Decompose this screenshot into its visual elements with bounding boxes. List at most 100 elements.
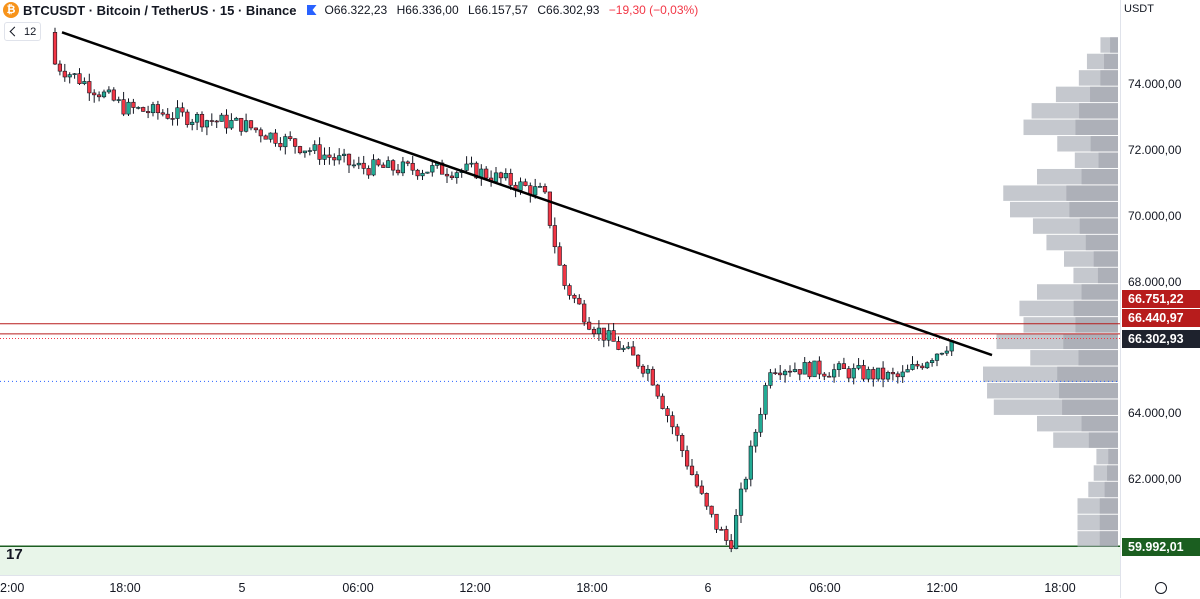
candle-up <box>307 150 312 152</box>
candle-up <box>493 172 499 182</box>
candle-up <box>268 132 273 140</box>
candle-up <box>229 120 234 129</box>
candle-down <box>655 384 660 397</box>
candle-up <box>244 120 249 132</box>
candle-up <box>738 488 744 516</box>
volume-profile-bar-dark <box>1104 53 1118 70</box>
candlestick-chart[interactable] <box>0 0 1120 575</box>
volume-profile-bar-dark <box>1069 201 1118 218</box>
flag-icon[interactable] <box>306 5 317 15</box>
volume-profile-bar-dark <box>1079 218 1118 234</box>
candle-up <box>596 327 601 335</box>
candle-down <box>689 465 695 475</box>
candle-down <box>827 375 832 378</box>
candle-down <box>684 450 690 467</box>
candle-up <box>748 445 753 480</box>
candle-up <box>939 352 944 355</box>
candle-up <box>351 164 357 167</box>
candle-down <box>709 505 714 515</box>
candle-up <box>72 73 77 75</box>
time-tick: 12:00 <box>926 581 958 595</box>
candle-down <box>97 94 102 98</box>
candle-down <box>699 485 704 494</box>
time-axis[interactable]: 2:00 18:00 5 06:00 12:00 18:00 6 06:00 12:00 18:0… <box>0 575 1120 599</box>
candle-down <box>635 354 641 367</box>
candle-down <box>155 104 161 114</box>
candle-down <box>586 321 592 330</box>
candle-down <box>562 264 567 286</box>
volume-profile-bar-dark <box>1075 119 1118 136</box>
candle-down <box>601 327 606 341</box>
close-value: C66.302,93 <box>537 3 600 17</box>
candle-down <box>680 434 685 451</box>
time-tick: 2:00 <box>0 581 25 595</box>
volume-profile-bar-dark <box>1088 432 1118 448</box>
time-tick: 06:00 <box>342 581 374 595</box>
candle-up <box>430 165 435 173</box>
candle-up <box>537 186 543 188</box>
indicator-count: 12 <box>24 25 37 38</box>
candle-up <box>518 181 523 191</box>
candle-down <box>616 341 621 350</box>
candle-down <box>484 168 489 179</box>
candle-up <box>219 114 224 122</box>
chevron-down-icon <box>9 26 20 37</box>
candle-up <box>925 362 930 369</box>
candle-down <box>253 127 259 131</box>
price-axis[interactable]: USDT 74.000,00 72.000,00 70.000,00 68.000,0… <box>1120 0 1200 598</box>
candle-down <box>410 162 415 171</box>
candle-down <box>773 372 778 374</box>
volume-profile-bar-dark <box>1081 168 1118 185</box>
chart-plot-area[interactable]: 17 <box>0 0 1120 575</box>
candle-down <box>567 285 572 296</box>
candle-up <box>929 360 935 364</box>
candle-down <box>542 186 548 193</box>
candle-down <box>890 372 895 375</box>
candle-down <box>846 368 851 379</box>
candle-up <box>302 150 308 154</box>
volume-profile-bar-dark <box>1066 185 1118 201</box>
candle-up <box>753 431 758 447</box>
candle-up <box>420 172 425 177</box>
volume-profile-bar-dark <box>1079 103 1118 119</box>
time-tick: 5 <box>238 581 246 595</box>
candle-up <box>400 161 406 174</box>
candle-up <box>469 162 474 165</box>
candle-up <box>312 144 317 151</box>
volume-profile-bar-dark <box>1057 366 1118 383</box>
volume-profile-bar-dark <box>1078 350 1118 366</box>
candle-down <box>778 372 783 376</box>
candle-down <box>449 175 455 179</box>
candle-up <box>885 372 891 380</box>
volume-profile-bar-dark <box>1098 152 1118 168</box>
candle-up <box>934 353 940 361</box>
symbol-title[interactable]: BTCUSDT · Bitcoin / TetherUS · 15 · Bina… <box>23 2 297 18</box>
volume-profile-bar-dark <box>1100 70 1118 86</box>
candle-up <box>606 330 611 341</box>
candle-up <box>464 163 469 171</box>
candle-down <box>861 365 866 380</box>
candle-down <box>121 99 126 115</box>
candle-up <box>150 104 156 114</box>
price-tick: 74.000,00 <box>1128 77 1182 91</box>
candle-up <box>645 368 650 374</box>
candle-down <box>327 154 332 158</box>
volume-profile-bar-dark <box>1099 514 1118 531</box>
candle-down <box>278 143 283 148</box>
candle-down <box>508 173 513 186</box>
candle-down <box>582 303 587 323</box>
settings-gear-icon[interactable] <box>1155 582 1167 594</box>
time-tick: 18:00 <box>109 581 141 595</box>
volume-profile-bar-dark <box>1090 86 1118 103</box>
candle-up <box>283 136 288 148</box>
candle-down <box>111 89 116 101</box>
candle-down <box>552 225 557 248</box>
volume-profile-bar-dark <box>1099 498 1118 514</box>
indicator-toggle[interactable]: 12 <box>4 22 42 41</box>
volume-profile-bar-dark <box>1063 333 1118 350</box>
candle-up <box>533 186 538 196</box>
candle-down <box>180 107 185 113</box>
candle-down <box>871 369 876 380</box>
candle-down <box>444 173 450 177</box>
candle-up <box>910 364 915 370</box>
